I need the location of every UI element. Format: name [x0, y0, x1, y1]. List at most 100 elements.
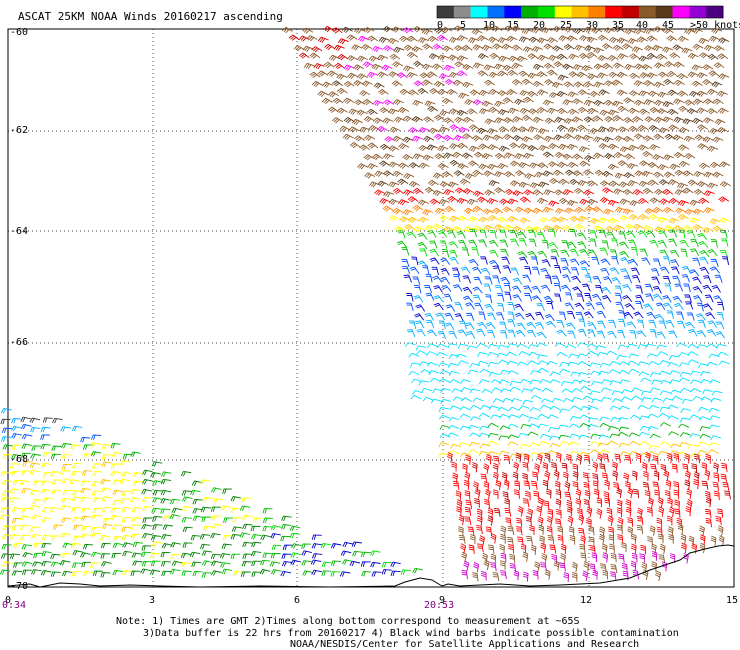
wind-barb	[638, 180, 650, 188]
wind-barb	[80, 515, 92, 521]
wind-barb	[518, 432, 529, 438]
wind-barb	[682, 225, 694, 232]
wind-barb	[614, 135, 626, 142]
wind-barb	[680, 387, 692, 393]
wind-barb	[695, 313, 706, 321]
wind-barb	[359, 126, 371, 133]
wind-barb	[649, 387, 661, 393]
wind-barb	[437, 331, 447, 340]
wind-barb	[621, 562, 628, 573]
wind-barb	[641, 561, 648, 573]
wind-barb	[645, 230, 656, 238]
wind-barb	[662, 397, 674, 403]
wind-barb	[683, 552, 689, 564]
wind-barb	[328, 54, 340, 62]
wind-barb	[462, 463, 468, 474]
wind-barb	[170, 542, 181, 548]
wind-barb	[507, 370, 519, 375]
wind-barb	[492, 207, 504, 214]
wind-barb	[580, 385, 592, 391]
wind-barb	[182, 526, 193, 533]
wind-barb	[364, 134, 376, 142]
wind-barb	[518, 162, 530, 169]
wind-barb	[689, 248, 700, 257]
wind-barb	[510, 267, 520, 276]
wind-barb	[610, 571, 617, 581]
wind-barb	[112, 535, 123, 542]
wind-barb	[507, 319, 516, 328]
wind-barb	[262, 552, 273, 558]
wind-barb	[571, 396, 583, 402]
wind-barb	[394, 225, 406, 233]
wind-barb	[706, 343, 718, 349]
wind-barb	[565, 322, 576, 330]
wind-barb	[466, 345, 478, 351]
wind-barb	[614, 206, 626, 214]
wind-barb	[658, 127, 670, 134]
wind-barb	[561, 266, 571, 274]
wind-barb	[654, 99, 666, 107]
wind-barb	[102, 507, 112, 513]
wind-barb	[557, 161, 569, 169]
wind-barb	[604, 497, 611, 508]
wind-barb	[684, 453, 690, 464]
wind-barb	[368, 55, 380, 62]
wind-barb	[687, 351, 699, 356]
wind-barb	[468, 424, 479, 430]
wind-barb	[518, 405, 530, 411]
wind-barb	[522, 114, 533, 122]
wind-barb	[647, 451, 659, 456]
wind-barb	[611, 238, 619, 247]
wind-barb	[674, 499, 680, 510]
wind-barb	[563, 43, 575, 51]
wind-barb	[712, 136, 724, 143]
wind-barb	[710, 435, 722, 441]
wind-barb	[583, 561, 590, 572]
wind-barb	[601, 543, 608, 554]
wind-barb	[571, 267, 580, 276]
wind-barb	[71, 470, 82, 477]
wind-barb	[531, 285, 541, 294]
wind-barb	[162, 524, 173, 530]
wind-barb	[656, 53, 668, 60]
wind-barb	[720, 473, 727, 484]
wind-barb	[101, 461, 112, 467]
wind-barb	[464, 506, 472, 517]
wind-barb	[347, 72, 359, 79]
wind-barb	[709, 161, 721, 169]
wind-barb	[281, 26, 293, 34]
wind-barb	[120, 459, 131, 466]
wind-barb	[469, 404, 481, 410]
wind-barb	[41, 507, 53, 513]
wind-barb	[544, 569, 551, 580]
wind-barb	[618, 310, 626, 319]
wind-barb	[637, 36, 648, 43]
wind-barb	[530, 395, 542, 400]
wind-barb	[617, 431, 629, 437]
wind-barb	[608, 369, 620, 374]
wind-barb	[424, 187, 436, 194]
wind-barb	[389, 126, 401, 133]
wind-barb	[597, 72, 609, 79]
wind-barb	[612, 62, 624, 69]
wind-barb	[512, 277, 523, 286]
wind-barb	[591, 398, 603, 404]
wind-barb	[572, 286, 583, 294]
wind-barb	[566, 453, 572, 464]
wind-barb	[593, 63, 605, 70]
wind-barb	[497, 216, 509, 223]
wind-barb	[583, 116, 595, 123]
wind-barb	[463, 226, 475, 233]
wind-barb	[479, 443, 491, 449]
wind-barb	[568, 353, 580, 359]
wind-barb	[662, 27, 674, 35]
wind-barb	[591, 27, 603, 34]
wind-barb	[81, 470, 92, 476]
wind-barb	[130, 451, 141, 458]
wind-barb	[479, 425, 490, 431]
wind-barb	[462, 81, 474, 88]
wind-barb	[583, 26, 595, 34]
wind-barb	[468, 160, 480, 167]
wind-barb	[69, 479, 81, 485]
wind-barb	[417, 241, 428, 250]
